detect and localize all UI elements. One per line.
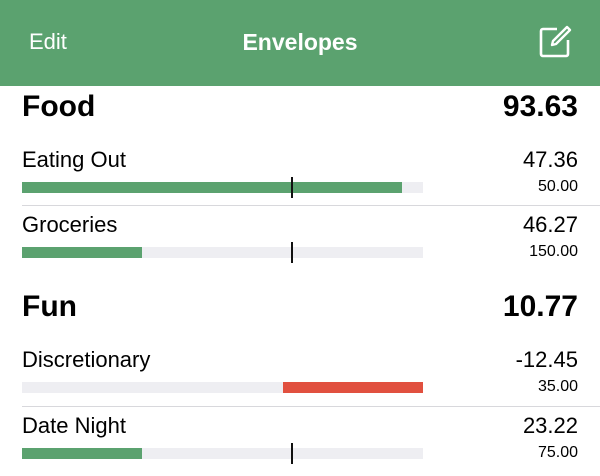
envelope-row-groceries[interactable]: Groceries 46.27 150.00	[0, 211, 600, 275]
budget-marker	[291, 443, 293, 464]
progress-track	[22, 242, 423, 263]
progress-track	[22, 443, 423, 464]
envelope-budget: 50.00	[537, 178, 578, 195]
envelope-budget: 75.00	[537, 444, 578, 461]
envelope-name: Date Night	[22, 413, 126, 438]
envelope-budget: 35.00	[537, 378, 578, 395]
group-total: 93.63	[502, 90, 578, 123]
edit-button[interactable]: Edit	[29, 29, 67, 54]
envelope-row-date-night[interactable]: Date Night 23.22 75.00	[0, 412, 600, 476]
group-header-food[interactable]: Food 93.63	[0, 87, 600, 131]
progress-fill	[22, 182, 402, 193]
progress-fill	[283, 382, 423, 393]
progress-fill	[22, 247, 142, 258]
row-divider	[22, 205, 600, 206]
progress-track	[22, 382, 423, 393]
envelope-row-discretionary[interactable]: Discretionary -12.45 35.00	[0, 346, 600, 410]
envelope-name: Discretionary	[22, 347, 151, 372]
envelope-balance: 46.27	[522, 212, 578, 237]
envelope-balance: -12.45	[515, 347, 578, 372]
page-title: Envelopes	[242, 29, 358, 55]
group-header-fun[interactable]: Fun 10.77	[0, 287, 600, 331]
envelope-balance: 23.22	[522, 413, 578, 438]
envelope-name: Groceries	[22, 212, 118, 237]
compose-icon[interactable]	[538, 25, 572, 59]
navigation-bar: Edit Envelopes	[0, 0, 600, 86]
envelope-name: Eating Out	[22, 147, 126, 172]
progress-fill	[22, 448, 142, 459]
envelope-balance: 47.36	[522, 147, 578, 172]
group-total: 10.77	[502, 290, 578, 323]
group-name: Fun	[22, 290, 77, 323]
budget-marker	[291, 177, 293, 198]
budget-marker	[291, 242, 293, 263]
progress-track	[22, 177, 423, 198]
row-divider	[22, 406, 600, 407]
envelope-budget: 150.00	[529, 243, 578, 260]
group-name: Food	[22, 90, 96, 123]
envelope-row-eating-out[interactable]: Eating Out 47.36 50.00	[0, 146, 600, 210]
